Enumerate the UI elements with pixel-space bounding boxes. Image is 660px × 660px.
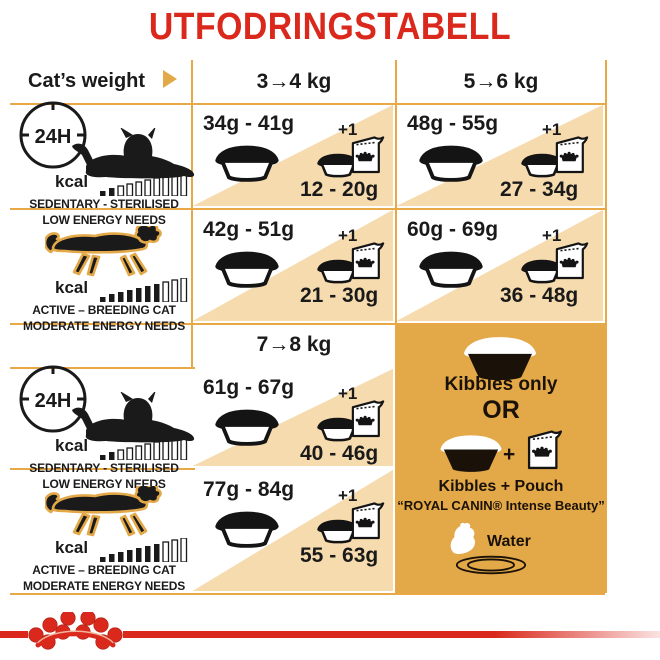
svg-text:24H: 24H: [35, 126, 72, 148]
svg-text:24H: 24H: [35, 390, 72, 412]
